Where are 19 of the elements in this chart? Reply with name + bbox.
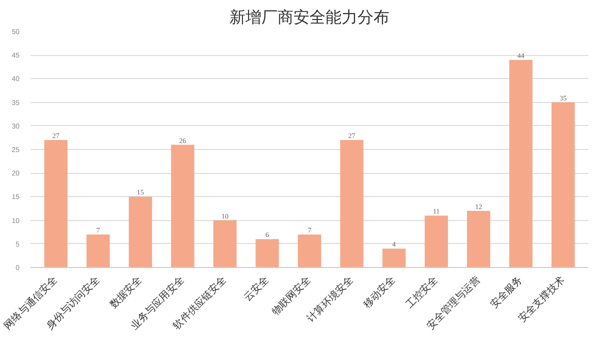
bar — [86, 234, 110, 268]
chart-title: 新增厂商安全能力分布 — [230, 8, 390, 26]
bar — [382, 248, 406, 268]
bar — [128, 196, 152, 268]
x-tick-label: 工控安全 — [403, 274, 440, 311]
bar — [340, 140, 364, 268]
x-tick-label: 安全服务 — [488, 274, 525, 311]
bar — [509, 60, 532, 268]
bar — [466, 210, 490, 268]
bar — [256, 239, 279, 268]
bar — [298, 234, 322, 268]
x-tick-label: 云安全 — [241, 274, 272, 304]
bar — [171, 144, 194, 268]
bar — [552, 102, 575, 268]
bar — [213, 220, 237, 268]
x-tick-label: 移动安全 — [361, 274, 398, 311]
bar — [424, 216, 448, 268]
x-tick-label: 数据安全 — [108, 274, 144, 311]
bar — [44, 140, 68, 268]
